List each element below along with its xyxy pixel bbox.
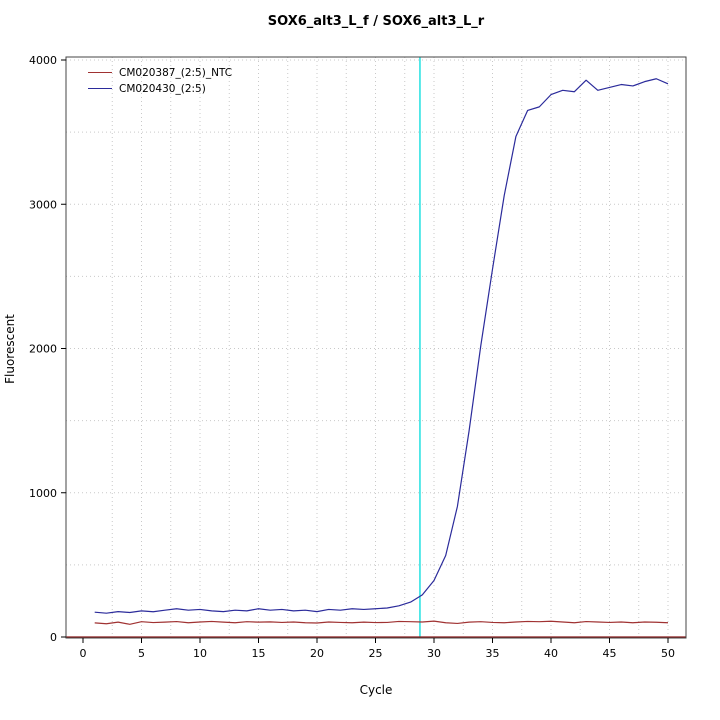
x-tick-label: 45: [603, 647, 617, 660]
x-tick-label: 40: [544, 647, 558, 660]
y-tick-label: 1000: [29, 487, 57, 500]
series-line-0: [94, 620, 669, 625]
x-tick-label: 0: [80, 647, 87, 660]
y-tick-label: 4000: [29, 54, 57, 67]
x-axis-label: Cycle: [359, 683, 393, 697]
legend-line-sample-sample: [88, 88, 112, 89]
x-tick-label: 35: [486, 647, 500, 660]
chart-title: SOX6_alt3_L_f / SOX6_alt3_L_r: [267, 14, 485, 29]
x-tick-label: 25: [369, 647, 383, 660]
x-tick-label: 10: [193, 647, 207, 660]
x-tick-label: 15: [252, 647, 266, 660]
legend-item-ntc: CM020387_(2:5)_NTC: [88, 66, 232, 79]
series-line-1: [94, 78, 669, 614]
legend-item-sample: CM020430_(2:5): [88, 82, 232, 95]
x-tick-label: 30: [427, 647, 441, 660]
y-tick-label: 0: [50, 631, 57, 644]
x-tick-label: 5: [138, 647, 145, 660]
legend: CM020387_(2:5)_NTC CM020430_(2:5): [88, 66, 232, 95]
y-tick-label: 2000: [29, 343, 57, 356]
x-tick-label: 20: [310, 647, 324, 660]
x-tick-label: 50: [661, 647, 675, 660]
legend-label-ntc: CM020387_(2:5)_NTC: [119, 66, 233, 79]
legend-line-sample-ntc: [88, 72, 112, 73]
legend-label-sample: CM020430_(2:5): [119, 82, 206, 95]
y-axis-label: Fluorescent: [3, 314, 17, 384]
y-tick-label: 3000: [29, 198, 57, 211]
plot-frame: [65, 56, 687, 639]
